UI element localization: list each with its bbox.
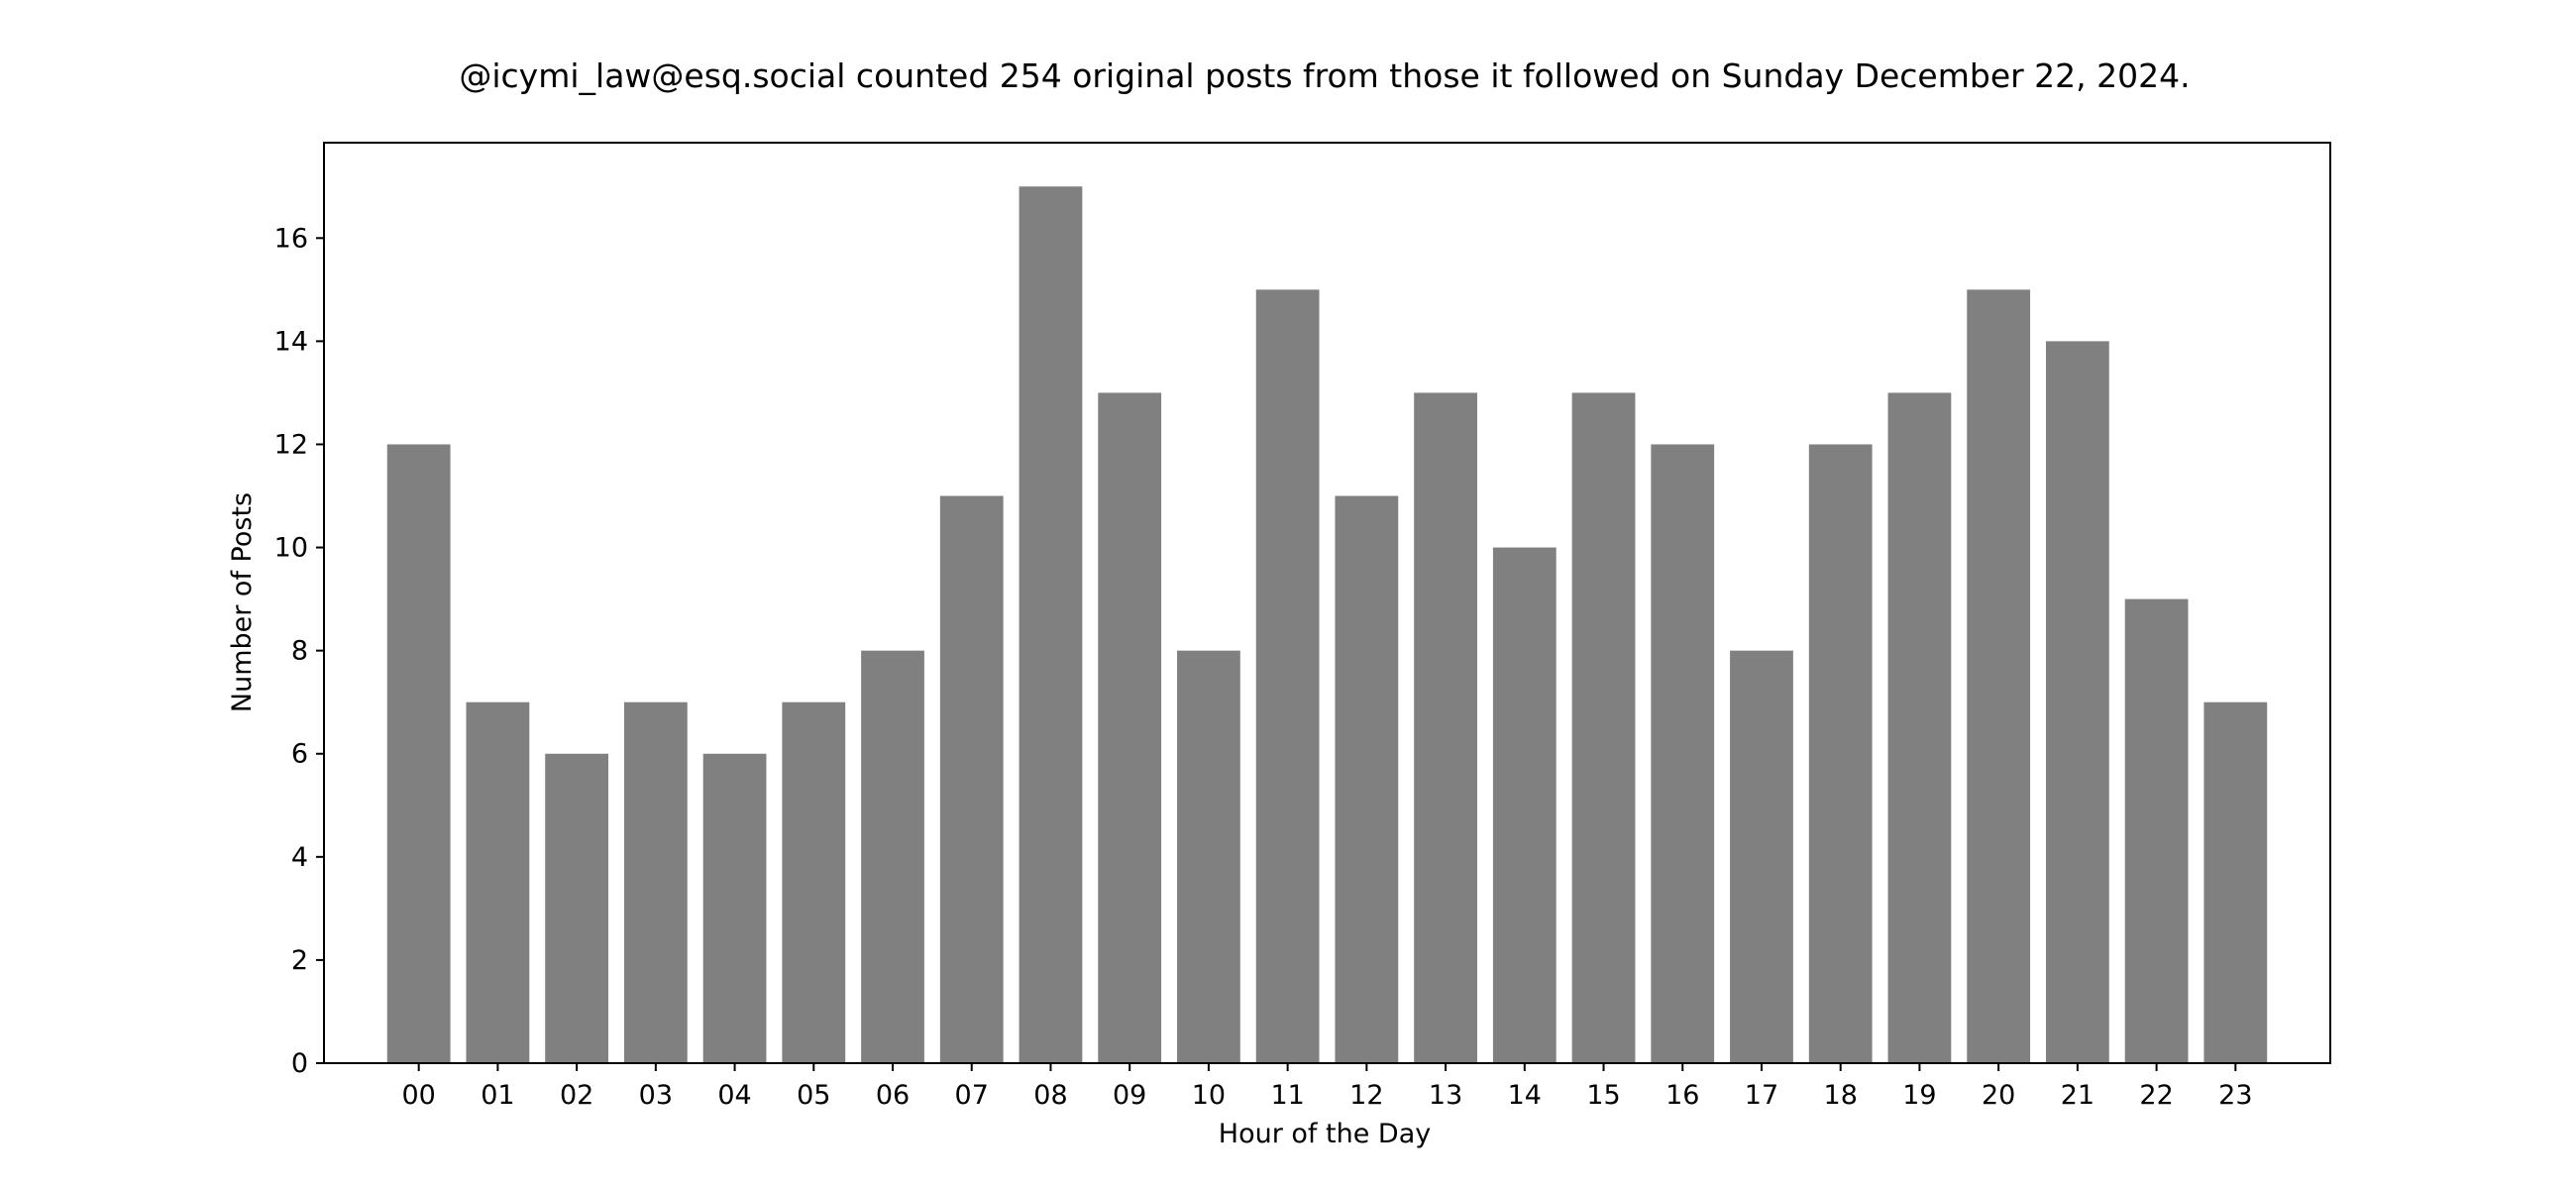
bar-14 xyxy=(1492,547,1556,1063)
bar-11 xyxy=(1255,289,1320,1063)
bar-02 xyxy=(545,753,609,1063)
bar-06 xyxy=(861,650,924,1063)
x-tick-label-22: 22 xyxy=(2139,1080,2173,1111)
bar-01 xyxy=(466,702,530,1063)
bar-07 xyxy=(939,495,1004,1064)
plot-frame xyxy=(323,142,2331,1064)
y-tick-label-16: 16 xyxy=(274,223,308,254)
x-tick-label-20: 20 xyxy=(1982,1080,2015,1111)
bar-18 xyxy=(1808,444,1873,1064)
x-axis-label: Hour of the Day xyxy=(1219,1119,1431,1149)
bar-15 xyxy=(1571,392,1636,1063)
bar-09 xyxy=(1098,392,1162,1063)
x-tick-label-15: 15 xyxy=(1586,1080,1620,1111)
x-tick-label-08: 08 xyxy=(1033,1080,1067,1111)
bar-17 xyxy=(1730,650,1793,1063)
x-tick-label-00: 00 xyxy=(401,1080,435,1111)
bar-19 xyxy=(1887,392,1952,1063)
x-tick-label-12: 12 xyxy=(1349,1080,1383,1111)
x-tick-label-21: 21 xyxy=(2061,1080,2094,1111)
x-tick-label-11: 11 xyxy=(1270,1080,1304,1111)
y-tick-label-0: 0 xyxy=(291,1048,308,1079)
x-tick-label-10: 10 xyxy=(1192,1080,1226,1111)
chart-title: @icymi_law@esq.social counted 254 origin… xyxy=(459,56,2190,95)
x-tick-label-06: 06 xyxy=(876,1080,910,1111)
y-tick-label-8: 8 xyxy=(291,636,308,667)
x-tick-label-01: 01 xyxy=(481,1080,514,1111)
bar-20 xyxy=(1967,289,2031,1063)
x-tick-label-23: 23 xyxy=(2218,1080,2252,1111)
bar-08 xyxy=(1019,186,1083,1063)
bar-10 xyxy=(1177,650,1240,1063)
bar-05 xyxy=(782,702,846,1063)
x-tick-label-14: 14 xyxy=(1508,1080,1542,1111)
x-tick-label-13: 13 xyxy=(1429,1080,1462,1111)
y-tick-label-10: 10 xyxy=(274,533,308,564)
bar-04 xyxy=(702,753,767,1063)
bar-12 xyxy=(1335,495,1399,1064)
bar-00 xyxy=(386,444,451,1064)
x-tick-label-17: 17 xyxy=(1745,1080,1778,1111)
bar-03 xyxy=(623,702,688,1063)
bar-16 xyxy=(1651,444,1715,1064)
bar-13 xyxy=(1414,392,1477,1063)
x-tick-label-18: 18 xyxy=(1824,1080,1858,1111)
x-tick-label-09: 09 xyxy=(1113,1080,1146,1111)
bar-22 xyxy=(2124,598,2189,1063)
y-tick-label-14: 14 xyxy=(274,326,308,357)
y-tick-label-4: 4 xyxy=(291,842,308,873)
bar-23 xyxy=(2203,702,2268,1063)
x-tick-label-07: 07 xyxy=(955,1080,989,1111)
x-tick-label-04: 04 xyxy=(717,1080,751,1111)
y-tick-label-12: 12 xyxy=(274,429,308,460)
x-tick-label-02: 02 xyxy=(560,1080,593,1111)
x-tick-label-05: 05 xyxy=(797,1080,830,1111)
y-tick-label-6: 6 xyxy=(291,739,308,770)
x-tick-label-03: 03 xyxy=(639,1080,673,1111)
x-tick-label-16: 16 xyxy=(1665,1080,1699,1111)
bar-21 xyxy=(2045,341,2109,1063)
bars-layer xyxy=(386,186,2268,1064)
x-tick-label-19: 19 xyxy=(1902,1080,1936,1111)
y-axis-label: Number of Posts xyxy=(227,492,258,712)
y-tick-label-2: 2 xyxy=(291,945,308,976)
